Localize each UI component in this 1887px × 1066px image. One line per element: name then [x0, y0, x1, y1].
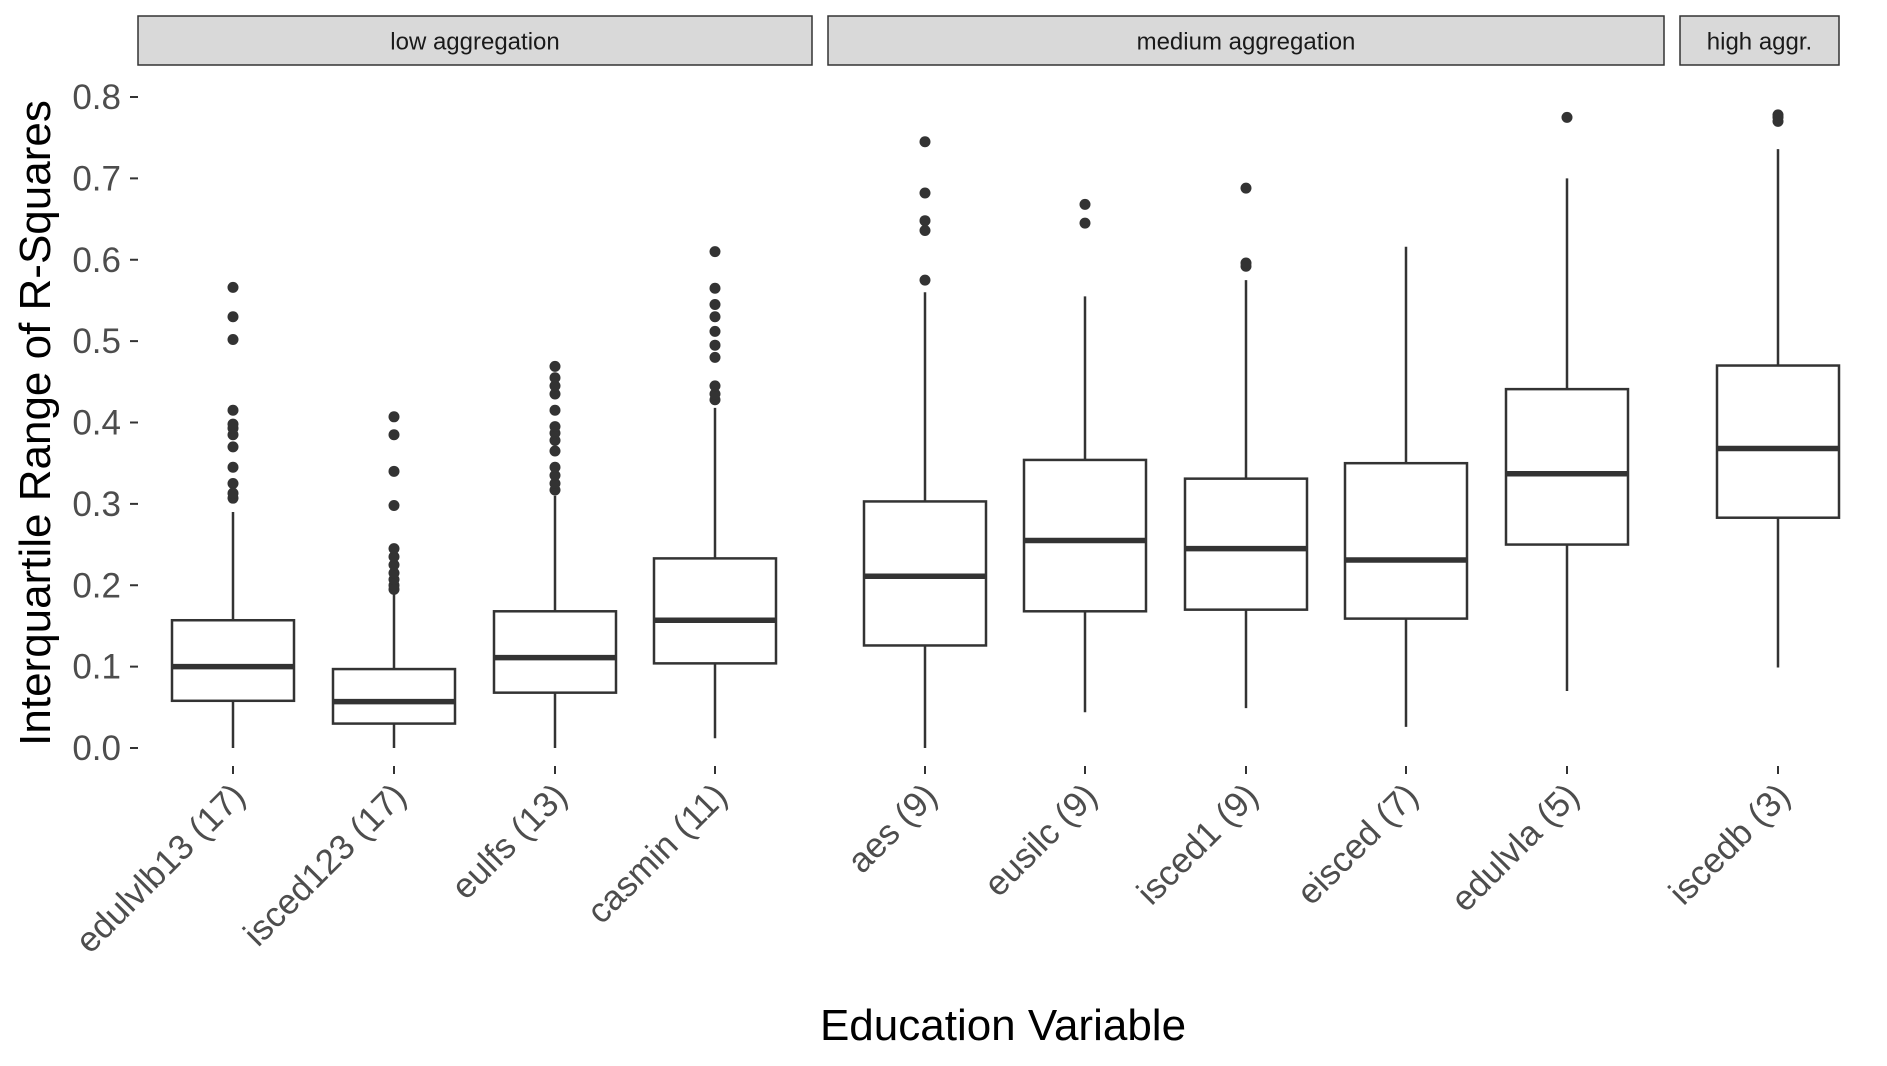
x-axis: edulvlb13 (17)isced123 (17) eulfs (13) cas… [68, 766, 1798, 961]
outlier-point [549, 404, 561, 416]
y-axis: 0.0 0.1 0.2 0.3 0.4 0.5 0.6 0.7 0.8 [72, 78, 138, 768]
x-tick-label: edulvla (5) [1444, 776, 1587, 919]
box [1504, 387, 1630, 546]
outlier-point [549, 478, 561, 490]
outlier-point [227, 281, 239, 293]
y-tick-label: 0.0 [72, 729, 121, 768]
box-group [1343, 246, 1469, 727]
x-tick-label: casmin (11) [580, 776, 735, 931]
outlier-point [919, 187, 931, 199]
box-group [652, 246, 778, 739]
box [652, 557, 778, 665]
outlier-point [227, 404, 239, 416]
outlier-point [919, 136, 931, 148]
plot-area [170, 109, 1841, 748]
facet-strip [827, 15, 1665, 66]
outlier-point [549, 360, 561, 372]
outlier-point [227, 311, 239, 323]
x-tick-label: isced123 (17) [236, 776, 414, 954]
x-tick-label: eusilc (9) [977, 776, 1105, 904]
outlier-point [709, 351, 721, 363]
outlier-point [227, 478, 239, 490]
outlier-point [227, 461, 239, 473]
x-tick-label: aes (9) [840, 776, 945, 881]
outlier-point [549, 445, 561, 457]
x-tick-label: edulvlb13 (17) [68, 776, 252, 960]
box [1343, 461, 1469, 620]
outlier-point [919, 224, 931, 236]
outlier-point [1240, 257, 1252, 269]
box-group [1504, 111, 1630, 692]
outlier-point [709, 339, 721, 351]
outlier-point [388, 429, 400, 441]
box-group [1715, 109, 1841, 668]
y-tick-label: 0.4 [72, 404, 121, 443]
outlier-point [709, 311, 721, 323]
outlier-point [549, 372, 561, 384]
box [1715, 364, 1841, 519]
box [862, 500, 988, 647]
outlier-point [388, 559, 400, 571]
x-axis-title: Education Variable [820, 1001, 1186, 1050]
box-group [1022, 198, 1148, 713]
outlier-point [1079, 198, 1091, 210]
outlier-point [1772, 109, 1784, 121]
x-tick-label: eulfs (13) [444, 776, 575, 907]
box [1022, 458, 1148, 613]
outlier-point [388, 543, 400, 555]
outlier-point [549, 461, 561, 473]
box [492, 610, 618, 694]
outlier-point [709, 282, 721, 294]
outlier-point [1079, 217, 1091, 229]
y-axis-title: Interquartile Range of R-Squares [11, 100, 60, 746]
y-tick-label: 0.2 [72, 566, 121, 605]
outlier-point [549, 388, 561, 400]
box [331, 667, 457, 725]
box-group [1183, 182, 1309, 709]
outlier-point [388, 465, 400, 477]
x-tick-label: eisced (7) [1289, 776, 1425, 912]
outlier-point [227, 487, 239, 499]
outlier-point [709, 246, 721, 258]
box [170, 618, 296, 703]
outlier-point [388, 500, 400, 512]
outlier-point [549, 380, 561, 392]
outlier-point [227, 418, 239, 430]
outlier-point [388, 567, 400, 579]
outlier-point [709, 299, 721, 311]
y-tick-label: 0.5 [72, 322, 121, 361]
box-group [862, 136, 988, 748]
outlier-point [388, 551, 400, 563]
facet-strip-label: high aggr. [1707, 29, 1812, 56]
x-tick-label: iscedb (3) [1661, 776, 1797, 912]
box [1183, 477, 1309, 611]
box-group [492, 360, 618, 748]
box-group [170, 281, 296, 748]
y-tick-label: 0.8 [72, 78, 121, 117]
outlier-point [709, 380, 721, 392]
outlier-point [919, 274, 931, 286]
x-tick-label: isced1 (9) [1129, 776, 1265, 912]
outlier-point [227, 441, 239, 453]
facet-strip-label: medium aggregation [1137, 29, 1356, 56]
y-tick-label: 0.6 [72, 241, 121, 280]
outlier-point [709, 388, 721, 400]
facet-strips: low aggregation medium aggregation high ag… [137, 15, 1840, 66]
outlier-point [388, 411, 400, 423]
facet-strip [1679, 15, 1840, 66]
outlier-point [1561, 111, 1573, 123]
outlier-point [1240, 182, 1252, 194]
box-group [331, 411, 457, 748]
y-tick-label: 0.3 [72, 485, 121, 524]
outlier-point [227, 333, 239, 345]
outlier-point [709, 325, 721, 337]
y-tick-label: 0.1 [72, 648, 121, 687]
outlier-point [919, 215, 931, 227]
facet-strip-label: low aggregation [390, 29, 559, 56]
outlier-point [549, 469, 561, 481]
outlier-point [549, 421, 561, 433]
y-tick-label: 0.7 [72, 159, 121, 198]
facet-strip [137, 15, 813, 66]
